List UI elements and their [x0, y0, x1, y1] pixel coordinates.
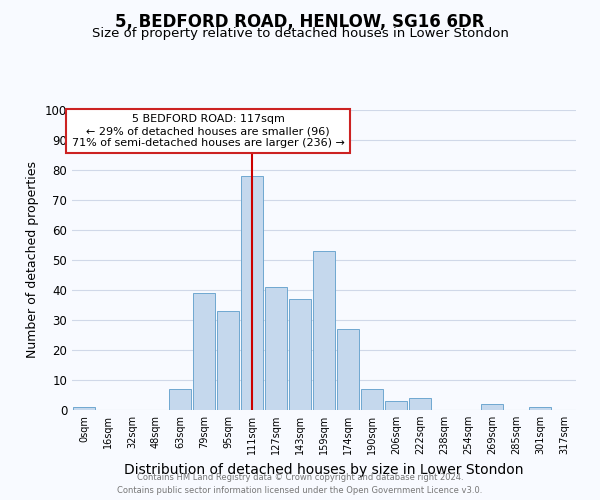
Text: 5 BEDFORD ROAD: 117sqm
← 29% of detached houses are smaller (96)
71% of semi-det: 5 BEDFORD ROAD: 117sqm ← 29% of detached…	[71, 114, 344, 148]
Bar	[529, 407, 551, 410]
Bar	[481, 404, 503, 410]
Bar	[217, 311, 239, 410]
Y-axis label: Number of detached properties: Number of detached properties	[26, 162, 40, 358]
Bar	[313, 251, 335, 410]
Bar	[265, 287, 287, 410]
Bar	[361, 389, 383, 410]
Bar	[73, 407, 95, 410]
Bar	[409, 398, 431, 410]
Bar	[289, 299, 311, 410]
X-axis label: Distribution of detached houses by size in Lower Stondon: Distribution of detached houses by size …	[124, 462, 524, 476]
Text: Contains public sector information licensed under the Open Government Licence v3: Contains public sector information licen…	[118, 486, 482, 495]
Text: Contains HM Land Registry data © Crown copyright and database right 2024.: Contains HM Land Registry data © Crown c…	[137, 474, 463, 482]
Bar	[241, 176, 263, 410]
Bar	[169, 389, 191, 410]
Bar	[385, 401, 407, 410]
Text: Size of property relative to detached houses in Lower Stondon: Size of property relative to detached ho…	[92, 28, 508, 40]
Bar	[337, 329, 359, 410]
Bar	[193, 293, 215, 410]
Text: 5, BEDFORD ROAD, HENLOW, SG16 6DR: 5, BEDFORD ROAD, HENLOW, SG16 6DR	[115, 12, 485, 30]
